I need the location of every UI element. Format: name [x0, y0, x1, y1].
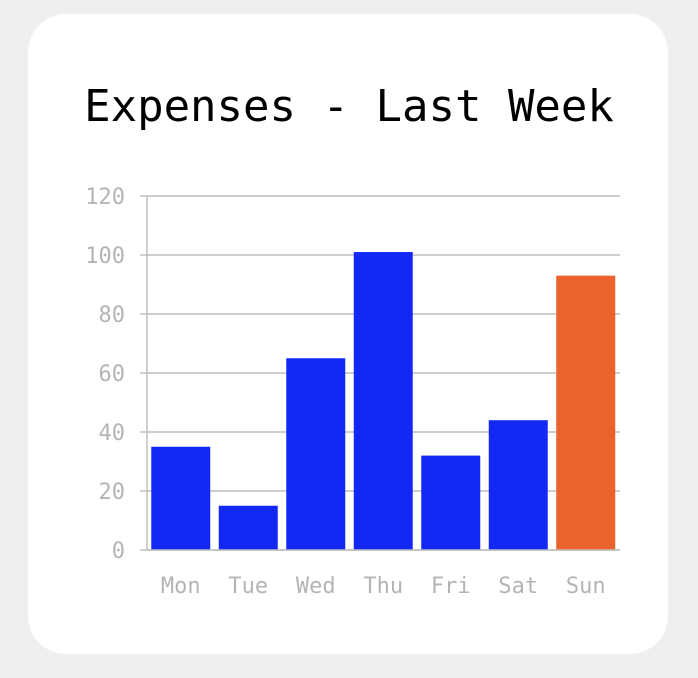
y-tick-label: 0: [112, 539, 125, 564]
x-tick-label: Wed: [296, 574, 336, 599]
bar-fri: [421, 455, 481, 550]
y-tick-label: 100: [85, 244, 125, 269]
y-tick-label: 20: [99, 480, 126, 505]
bar-sun: [556, 275, 616, 550]
bar-mon: [151, 446, 211, 550]
y-tick-label: 80: [99, 303, 126, 328]
y-tick-label: 120: [85, 185, 125, 210]
bar-thu: [353, 252, 413, 551]
x-tick-label: Sat: [498, 574, 538, 599]
x-tick-label: Thu: [363, 574, 403, 599]
bar-tue: [218, 505, 278, 550]
x-tick-label: Sun: [566, 574, 606, 599]
y-tick-label: 60: [99, 362, 126, 387]
chart-title: Expenses - Last Week: [84, 81, 614, 132]
x-tick-label: Mon: [161, 574, 201, 599]
bar-sat: [488, 420, 548, 550]
bar-wed: [286, 358, 346, 550]
x-tick-label: Fri: [431, 574, 471, 599]
x-tick-label: Tue: [228, 574, 268, 599]
y-tick-label: 40: [99, 421, 126, 446]
